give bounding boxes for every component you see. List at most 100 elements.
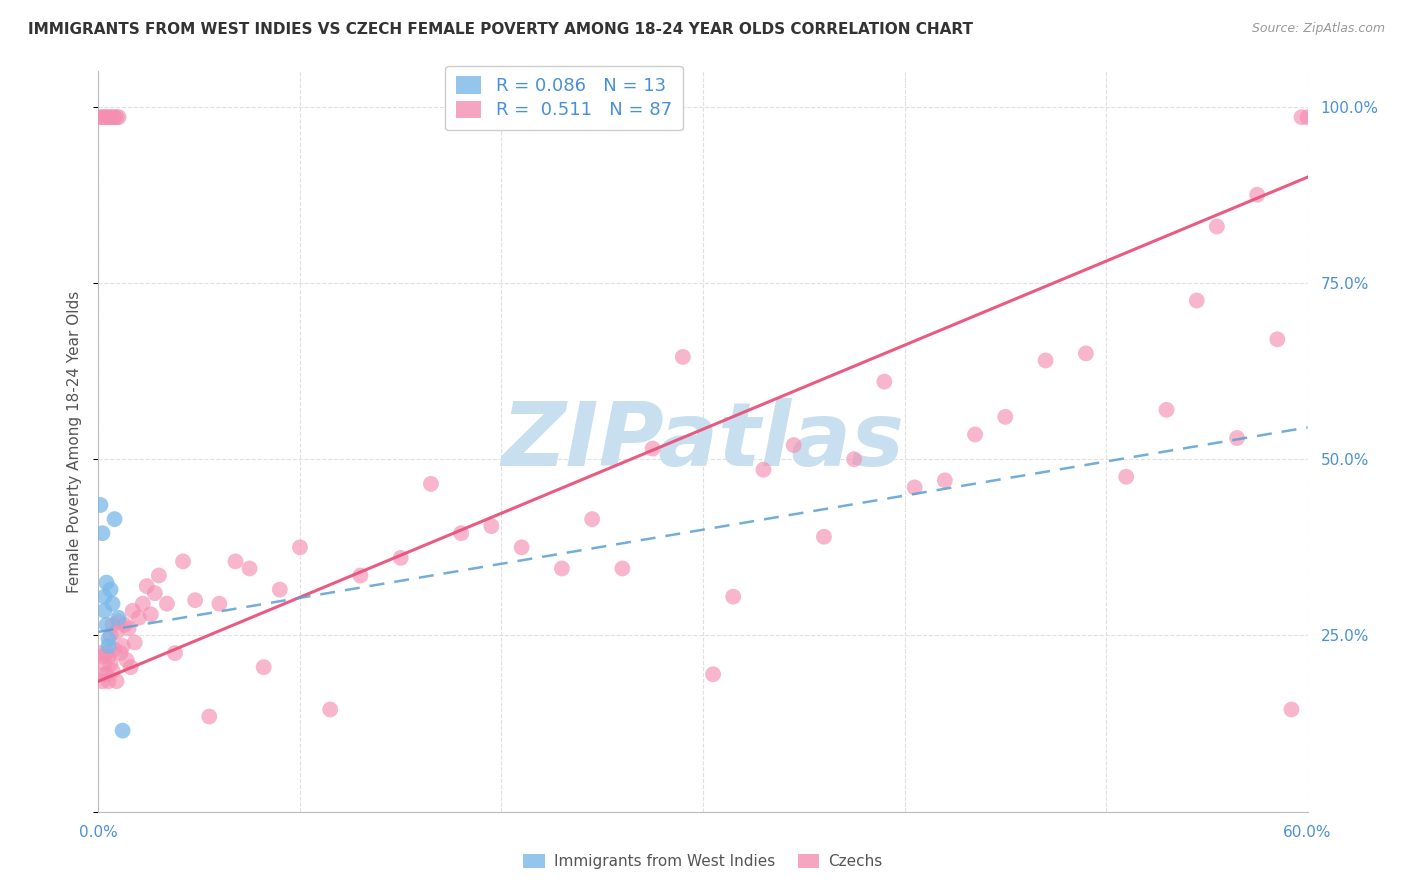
Czechs <box>163 646 186 660</box>
Czechs <box>107 615 129 629</box>
Czechs <box>420 476 443 491</box>
Czechs <box>103 110 125 124</box>
Czechs <box>239 561 262 575</box>
Immigrants from West Indies <box>100 582 122 597</box>
Czechs <box>349 568 371 582</box>
Czechs <box>1291 110 1313 124</box>
Czechs <box>101 110 124 124</box>
Czechs <box>105 674 128 689</box>
Immigrants from West Indies <box>97 632 120 646</box>
Czechs <box>135 579 157 593</box>
Czechs <box>1206 219 1229 234</box>
Czechs <box>128 611 150 625</box>
Czechs <box>844 452 866 467</box>
Czechs <box>101 618 124 632</box>
Czechs <box>1074 346 1097 360</box>
Immigrants from West Indies <box>103 512 125 526</box>
Czechs <box>1185 293 1208 308</box>
Czechs <box>783 438 806 452</box>
Czechs <box>100 657 122 671</box>
Czechs <box>91 674 114 689</box>
Czechs <box>641 442 664 456</box>
Czechs <box>100 110 122 124</box>
Czechs <box>1281 702 1303 716</box>
Immigrants from West Indies <box>93 590 115 604</box>
Czechs <box>93 667 115 681</box>
Czechs <box>813 530 835 544</box>
Immigrants from West Indies <box>111 723 134 738</box>
Czechs <box>873 375 896 389</box>
Czechs <box>96 110 118 124</box>
Czechs <box>934 473 956 487</box>
Text: ZIPatlas: ZIPatlas <box>502 398 904 485</box>
Immigrants from West Indies <box>96 575 118 590</box>
Czechs <box>208 597 231 611</box>
Czechs <box>120 660 142 674</box>
Czechs <box>96 667 118 681</box>
Immigrants from West Indies <box>93 604 115 618</box>
Czechs <box>1156 402 1178 417</box>
Czechs <box>91 649 114 664</box>
Y-axis label: Female Poverty Among 18-24 Year Olds: Female Poverty Among 18-24 Year Olds <box>67 291 83 592</box>
Czechs <box>965 427 987 442</box>
Czechs <box>253 660 276 674</box>
Czechs <box>89 646 111 660</box>
Czechs <box>1267 332 1289 346</box>
Czechs <box>93 110 115 124</box>
Czechs <box>105 624 128 639</box>
Czechs <box>1226 431 1249 445</box>
Immigrants from West Indies <box>89 498 111 512</box>
Czechs <box>1296 110 1319 124</box>
Czechs <box>97 649 120 664</box>
Immigrants from West Indies <box>96 618 118 632</box>
Immigrants from West Indies <box>97 639 120 653</box>
Czechs <box>148 568 170 582</box>
Czechs <box>156 597 179 611</box>
Text: Source: ZipAtlas.com: Source: ZipAtlas.com <box>1251 22 1385 36</box>
Czechs <box>97 110 120 124</box>
Czechs <box>132 597 155 611</box>
Czechs <box>93 657 115 671</box>
Czechs <box>994 409 1017 424</box>
Czechs <box>450 526 472 541</box>
Czechs <box>612 561 634 575</box>
Czechs <box>110 646 132 660</box>
Czechs <box>1246 187 1268 202</box>
Czechs <box>105 110 128 124</box>
Immigrants from West Indies <box>101 597 124 611</box>
Czechs <box>723 590 745 604</box>
Czechs <box>139 607 162 622</box>
Czechs <box>143 586 166 600</box>
Czechs <box>114 618 136 632</box>
Czechs <box>752 463 775 477</box>
Czechs <box>111 639 134 653</box>
Czechs <box>224 554 246 568</box>
Legend: Immigrants from West Indies, Czechs: Immigrants from West Indies, Czechs <box>517 847 889 875</box>
Czechs <box>101 664 124 678</box>
Czechs <box>172 554 194 568</box>
Czechs <box>103 642 125 657</box>
Immigrants from West Indies <box>91 526 114 541</box>
Czechs <box>319 702 342 716</box>
Czechs <box>510 541 533 555</box>
Czechs <box>288 541 311 555</box>
Czechs <box>89 110 111 124</box>
Czechs <box>96 646 118 660</box>
Czechs <box>97 674 120 689</box>
Czechs <box>184 593 207 607</box>
Czechs <box>118 621 141 635</box>
Czechs <box>702 667 724 681</box>
Czechs <box>124 635 146 649</box>
Czechs <box>198 709 221 723</box>
Czechs <box>91 110 114 124</box>
Czechs <box>1115 470 1137 484</box>
Immigrants from West Indies <box>107 611 129 625</box>
Czechs <box>1035 353 1057 368</box>
Legend: R = 0.086   N = 13, R =  0.511   N = 87: R = 0.086 N = 13, R = 0.511 N = 87 <box>446 66 683 130</box>
Czechs <box>581 512 603 526</box>
Czechs <box>107 110 129 124</box>
Czechs <box>389 550 412 565</box>
Czechs <box>115 653 138 667</box>
Text: IMMIGRANTS FROM WEST INDIES VS CZECH FEMALE POVERTY AMONG 18-24 YEAR OLDS CORREL: IMMIGRANTS FROM WEST INDIES VS CZECH FEM… <box>28 22 973 37</box>
Czechs <box>551 561 574 575</box>
